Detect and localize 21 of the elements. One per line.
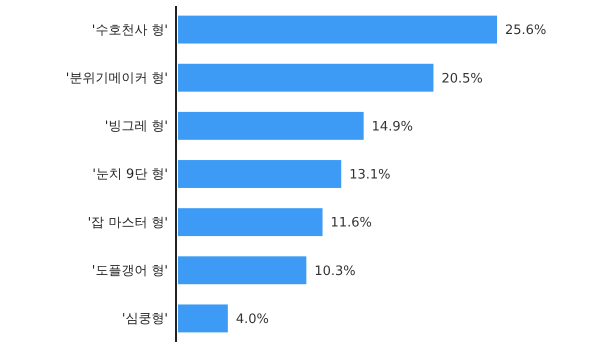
bar (178, 304, 228, 332)
data-label: 20.5% (441, 71, 483, 86)
bar (178, 256, 306, 284)
y-tick-label: '잡 마스터 형' (88, 215, 168, 230)
y-tick-label: '심쿵형' (122, 312, 168, 327)
bar (178, 64, 434, 92)
y-tick-label: '눈치 9단 형' (92, 167, 168, 182)
y-tick-label: '도플갱어 형' (92, 263, 168, 278)
data-label: 14.9% (372, 119, 413, 134)
y-tick-label: '분위기메이커 형' (66, 70, 168, 86)
y-tick-label: '수호천사 형' (92, 22, 168, 38)
data-label: 10.3% (314, 264, 356, 279)
bar (178, 160, 342, 188)
data-label: 13.1% (349, 168, 391, 183)
bar (178, 112, 364, 140)
y-tick-label: '빙그레 형' (104, 119, 168, 134)
data-label: 11.6% (330, 216, 372, 231)
bar (178, 16, 497, 44)
data-label: 4.0% (236, 312, 269, 327)
bar (178, 208, 323, 236)
data-label: 25.6% (505, 23, 546, 38)
